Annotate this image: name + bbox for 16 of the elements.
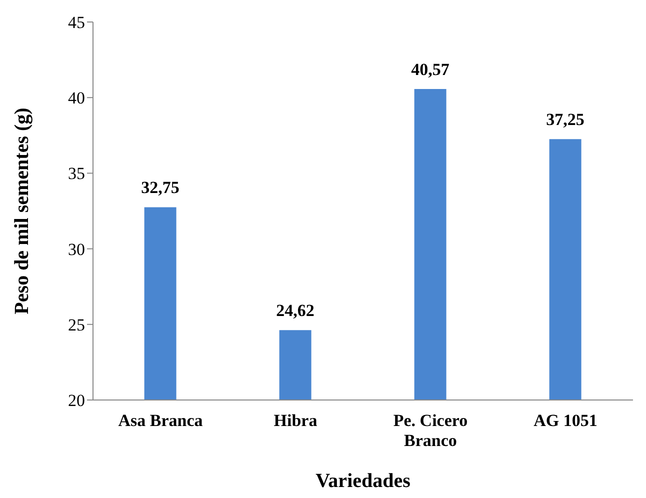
x-tick-label: AG 1051: [534, 411, 598, 430]
x-tick-label: Asa Branca: [118, 411, 204, 430]
x-tick-label: Hibra: [274, 411, 318, 430]
y-tick-label: 25: [68, 315, 85, 334]
data-label: 32,75: [141, 178, 180, 198]
x-axis-title: Variedades: [316, 470, 411, 492]
data-label: 37,25: [546, 110, 584, 130]
y-axis-title: Peso de mil sementes (g): [11, 108, 34, 314]
y-tick-label: 30: [68, 240, 85, 259]
x-tick-label: Pe. Cicero Branco: [393, 411, 468, 450]
y-tick-label: 20: [68, 391, 85, 410]
y-tick-label: 40: [68, 88, 85, 108]
data-label: 24,62: [276, 301, 314, 320]
y-tick-label: 45: [68, 13, 85, 32]
data-label: 40,57: [411, 60, 450, 79]
y-tick-label: 35: [68, 164, 85, 184]
